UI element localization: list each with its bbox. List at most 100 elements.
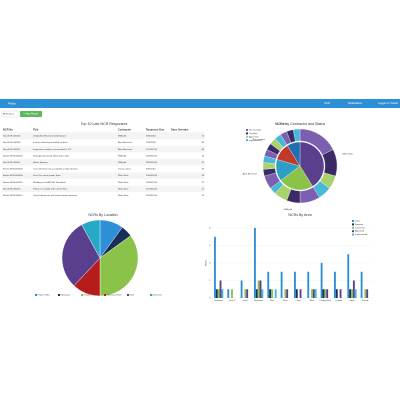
table-cell: 68 <box>202 142 205 144</box>
bar <box>312 289 315 298</box>
legend-label: Mechanical Plant <box>107 294 123 297</box>
bar <box>271 289 273 298</box>
slice-label: Willbuild <box>284 209 293 211</box>
table-cell: Web Value <box>118 188 129 190</box>
bar <box>364 289 367 298</box>
outer-slice <box>293 128 301 142</box>
table-cell: 8/04/2016 <box>146 169 157 171</box>
table-cell: 28/03/2016 <box>146 162 158 164</box>
y-tick-label: 4 <box>209 263 211 265</box>
table-cell: Transcosteel <box>118 168 131 171</box>
legend-swatch <box>246 129 248 131</box>
pie-slice <box>99 235 139 297</box>
table-cell: 21/03/2016 <box>146 149 158 151</box>
table-cell: 12 <box>202 195 205 197</box>
bar <box>259 280 262 298</box>
x-tick-label: Roof <box>283 300 287 302</box>
pie-slice <box>81 219 101 259</box>
table-cell: Basler-NCR-000010 <box>3 181 23 184</box>
x-tick-label: Stairs <box>350 299 355 302</box>
legend-label: Total <box>355 220 360 223</box>
legend-label: Mezzanine <box>61 295 72 297</box>
bar <box>326 289 329 298</box>
nav-item[interactable]: Notifications <box>348 101 363 105</box>
table-cell: 72 <box>202 136 205 138</box>
nav-item[interactable]: Logged in: Admin <box>378 101 399 105</box>
table-cell: Web Value <box>118 182 129 184</box>
bar <box>366 289 369 298</box>
table-cell: Welding not to AS1554 Standards <box>33 181 67 184</box>
table-cell: Nov-NCR-000006 <box>3 142 21 144</box>
legend-label: Approved <box>249 135 259 138</box>
chart-title: NCRs by Contractor and Status <box>275 122 326 126</box>
table-cell: Nov-NCR-000013 <box>3 188 21 190</box>
chart-title: NCRs By Location <box>88 213 117 217</box>
legend-label: Project Office <box>38 294 51 297</box>
table-cell: Unlabelled Electrical Switchboard <box>33 135 66 138</box>
table-cell: Alert Electrical <box>118 148 132 151</box>
x-tick-label: Loading Dock <box>320 300 332 302</box>
legend-swatch <box>246 135 248 138</box>
bar <box>311 289 313 298</box>
chart-title: NCRs By Area <box>288 213 311 217</box>
legend-swatch <box>246 139 248 142</box>
bar <box>335 289 338 298</box>
table-cell: Damaged Ductwork Delivered to Site <box>33 154 70 157</box>
bar <box>334 271 336 298</box>
row-stripe <box>2 145 205 153</box>
nav-item[interactable]: NCR <box>324 101 330 105</box>
bar <box>286 289 289 298</box>
table: Top 10 Late NCR Responses NCR No Title Cont… <box>2 122 205 197</box>
x-tick-label: West <box>310 299 315 302</box>
y-tick-label: 8 <box>209 228 211 230</box>
bar <box>217 289 220 298</box>
bar <box>231 289 233 298</box>
table-cell: 24/03/2016 <box>146 155 158 157</box>
y-axis-label: NCRs <box>206 259 208 266</box>
legend-label: Roof <box>130 295 135 297</box>
table-cell: 41 <box>202 162 205 164</box>
table-cell: Basler-NCR-000002 <box>3 154 23 157</box>
navbar <box>0 99 400 108</box>
legend-swatch <box>81 294 83 296</box>
legend-label: Implemented <box>355 233 368 236</box>
table-cell: 28 <box>202 175 205 177</box>
row-stripe <box>2 172 205 179</box>
x-tick-label: Basement <box>214 299 223 302</box>
new-report-button[interactable] <box>20 111 42 117</box>
legend-label: Basement <box>153 294 162 297</box>
x-tick-label: Facade <box>362 300 368 302</box>
bar <box>214 236 216 298</box>
bar <box>244 289 247 298</box>
legend-swatch <box>352 226 354 229</box>
bar <box>295 289 298 298</box>
bar <box>261 289 264 298</box>
bar <box>351 289 353 298</box>
charts: NCRs by Contractor and Status Web Value Wi… <box>35 122 372 302</box>
table-cell: Basler-NCR-000012 <box>3 194 23 197</box>
bar <box>294 271 296 298</box>
x-tick-label: Mezzanine <box>254 300 263 302</box>
bar <box>339 289 342 298</box>
legend-label: Engineer <box>355 223 364 226</box>
y-tick-label: 0 <box>209 298 211 300</box>
column-header: Days Overdue <box>171 128 189 132</box>
table-cell: 17 <box>202 188 205 190</box>
column-header: Response Due <box>146 128 165 132</box>
bar <box>360 271 363 298</box>
table-cell: Nov-NCR-000011 <box>3 149 21 151</box>
table-cell: Nov-NCR-000004 <box>3 136 21 138</box>
bar <box>299 289 302 298</box>
legend-label: Approved <box>355 230 365 233</box>
legend-swatch <box>352 220 354 222</box>
legend-label: Contractor <box>355 226 365 229</box>
table-cell: 48 <box>202 149 205 151</box>
table-cell: Nov-NCR-000007 <box>3 162 21 164</box>
brand[interactable]: Phida <box>8 101 16 105</box>
table-cell: 7/03/2016 <box>146 142 157 144</box>
bar <box>246 289 249 298</box>
project-select[interactable] <box>1 110 19 118</box>
slice-label: Scaffold Co <box>277 123 289 125</box>
table-cell: Web Value <box>118 175 129 177</box>
table-cell: 3/03/2016 <box>146 136 157 138</box>
